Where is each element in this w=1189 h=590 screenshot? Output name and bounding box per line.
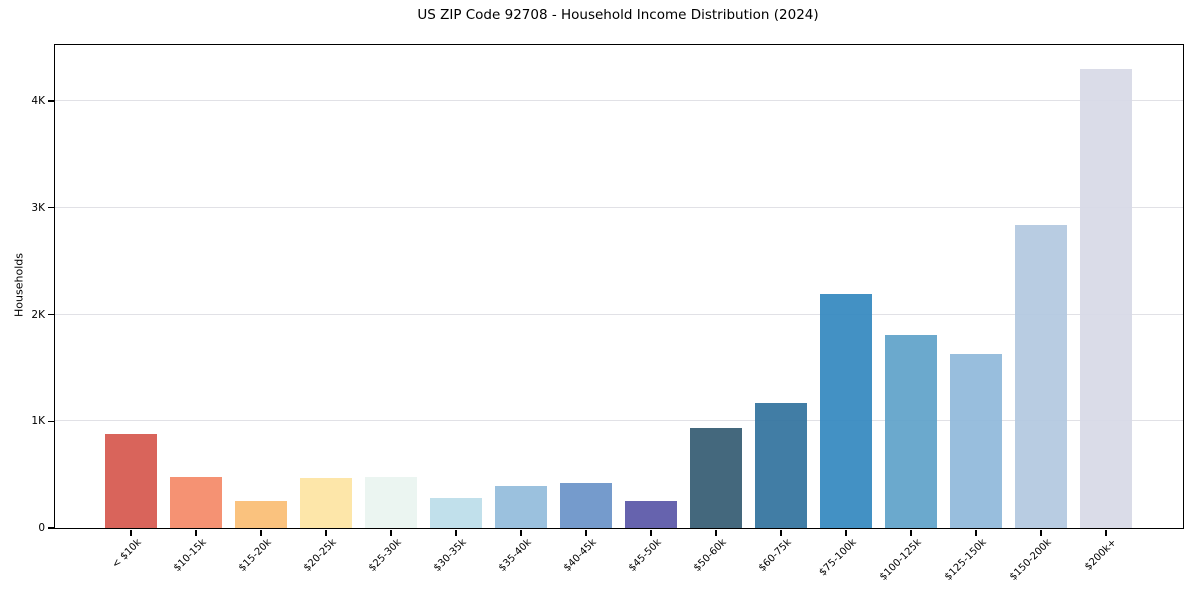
x-tick-mark [910, 529, 912, 536]
x-tick-mark [650, 529, 652, 536]
y-tick-label: 0 [38, 522, 45, 534]
x-tick-mark [715, 529, 717, 536]
bar [235, 501, 287, 528]
plot-area: 0 1K 2K 3K 4K < $10k $10-15k $15-20k $20-25k $25… [31, 44, 1184, 583]
bar [1080, 69, 1132, 528]
x-tick-label: $30-35k [431, 537, 469, 574]
gridline [55, 420, 1183, 422]
y-axis-label: Households [12, 253, 26, 317]
x-tick-mark [780, 529, 782, 536]
y-tick-mark [47, 207, 54, 209]
x-tick-mark [195, 529, 197, 536]
y-tick-mark [47, 527, 54, 529]
x-tick-mark [1040, 529, 1042, 536]
bar [820, 294, 872, 528]
x-tick-mark [260, 529, 262, 536]
bar [105, 434, 157, 528]
x-tick-mark [520, 529, 522, 536]
x-tick-label: $20-25k [301, 537, 339, 574]
x-tick-label: $25-30k [366, 537, 404, 574]
bar [885, 335, 937, 528]
x-tick-label: $40-45k [561, 537, 599, 574]
x-tick-mark [585, 529, 587, 536]
x-tick-label: $100-125k [877, 537, 924, 583]
bar [1015, 225, 1067, 528]
x-tick-label: $50-60k [691, 537, 729, 574]
bar [560, 483, 612, 528]
x-tick-label: $60-75k [756, 537, 794, 574]
bar [625, 501, 677, 528]
chart-title: US ZIP Code 92708 - Household Income Dis… [417, 7, 819, 23]
bar [170, 477, 222, 528]
x-tick-mark [845, 529, 847, 536]
x-tick-mark [975, 529, 977, 536]
y-tick-mark [47, 420, 54, 422]
y-tick-label: 4K [31, 95, 45, 108]
y-tick-mark [47, 313, 54, 316]
x-tick-label: $150-200k [1007, 537, 1054, 583]
x-tick-label: $45-50k [626, 537, 664, 574]
x-tick-mark [1105, 529, 1107, 536]
x-tick-label: $35-40k [496, 537, 534, 574]
bar [430, 498, 482, 528]
x-tick-mark [455, 529, 457, 536]
bar [950, 354, 1002, 528]
y-tick-label: 3K [31, 201, 45, 214]
bar [495, 486, 547, 528]
bar [755, 403, 807, 528]
y-tick-label: 2K [31, 308, 45, 321]
bar [300, 478, 352, 528]
y-tick-label: 1K [31, 415, 45, 428]
x-tick-label: $75-100k [817, 537, 859, 579]
gridline [55, 206, 1183, 208]
gridline [55, 100, 1183, 102]
x-tick-label: $125-150k [942, 537, 989, 583]
x-tick-label: $15-20k [236, 537, 274, 574]
y-tick-mark [47, 100, 54, 102]
x-tick-mark [130, 529, 132, 536]
bar [365, 477, 417, 528]
gridline [55, 313, 1183, 315]
x-tick-label: $200k+ [1082, 537, 1119, 573]
x-tick-mark [390, 529, 392, 536]
bar [690, 428, 742, 528]
x-tick-label: $10-15k [171, 537, 209, 574]
x-tick-label: < $10k [110, 537, 144, 571]
x-tick-mark [325, 529, 327, 536]
